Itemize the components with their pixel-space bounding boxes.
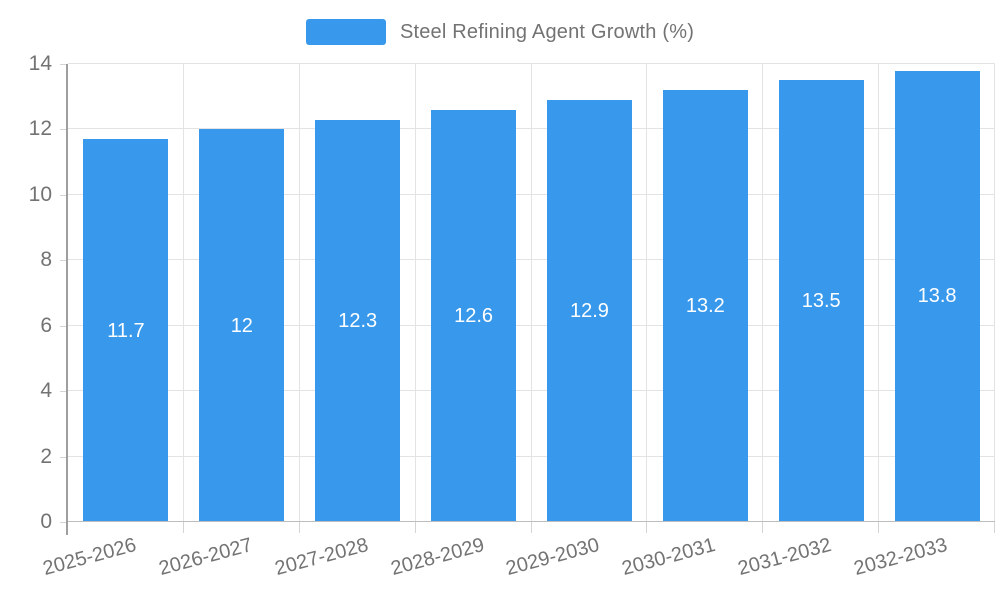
bar-value-label: 13.8	[917, 285, 957, 308]
x-axis-tick	[878, 522, 879, 533]
y-axis-label: 8	[40, 248, 52, 272]
y-axis-label: 12	[28, 117, 52, 141]
bar-value-label: 11.7	[107, 319, 145, 342]
x-axis-tick	[646, 522, 647, 533]
plot-area: 11.7 12 12.3 12.6 12.9 13.2 13.5 13.8	[68, 63, 995, 522]
y-axis-label: 0	[40, 510, 52, 533]
y-axis-label: 14	[28, 52, 52, 75]
bar-value-label: 12.9	[569, 299, 609, 322]
gridline-v	[299, 64, 300, 522]
x-axis-tick	[762, 522, 763, 533]
y-axis-label: 4	[40, 379, 52, 403]
gridline-v	[415, 64, 416, 522]
y-axis-label: 10	[28, 182, 52, 206]
bar	[778, 80, 864, 522]
legend-item[interactable]: Steel Refining Agent Growth (%)	[0, 18, 1000, 46]
y-axis-tick	[60, 64, 67, 65]
bar-value-label: 12.6	[454, 304, 494, 327]
bar	[83, 139, 169, 522]
y-axis-tick	[60, 391, 67, 393]
y-axis-tick	[60, 260, 67, 262]
gridline-v	[531, 64, 532, 522]
bar	[199, 129, 285, 522]
y-axis-tick	[60, 325, 67, 327]
bar	[894, 70, 980, 522]
gridline-v	[646, 64, 647, 522]
bar-value-label: 12	[230, 314, 253, 337]
bar-value-label: 12.3	[338, 309, 378, 332]
x-axis-tick	[994, 522, 995, 533]
legend-label: Steel Refining Agent Growth (%)	[399, 20, 695, 43]
bar	[431, 109, 517, 522]
x-axis-line	[68, 521, 995, 522]
gridline-v	[762, 64, 763, 522]
y-axis-label: 6	[40, 313, 52, 337]
gridline-h	[68, 63, 995, 64]
gridline-v	[994, 64, 995, 522]
gridline-v	[183, 64, 184, 522]
y-axis-label: 2	[40, 444, 52, 468]
legend-swatch-icon	[305, 19, 386, 45]
y-axis-tick	[60, 522, 67, 523]
x-axis-tick	[183, 522, 184, 533]
y-axis-tick	[60, 129, 67, 131]
bar	[546, 100, 632, 522]
y-axis-line	[66, 64, 68, 535]
x-axis-tick	[415, 522, 416, 533]
y-axis-tick	[60, 456, 67, 458]
y-axis-tick	[60, 194, 67, 196]
bar	[315, 119, 401, 522]
gridline-v	[878, 64, 879, 522]
bar-value-label: 13.2	[685, 295, 725, 318]
bar-value-label: 13.5	[801, 290, 841, 313]
x-axis-tick	[299, 522, 300, 533]
x-axis-tick	[531, 522, 532, 533]
bar	[662, 90, 748, 522]
